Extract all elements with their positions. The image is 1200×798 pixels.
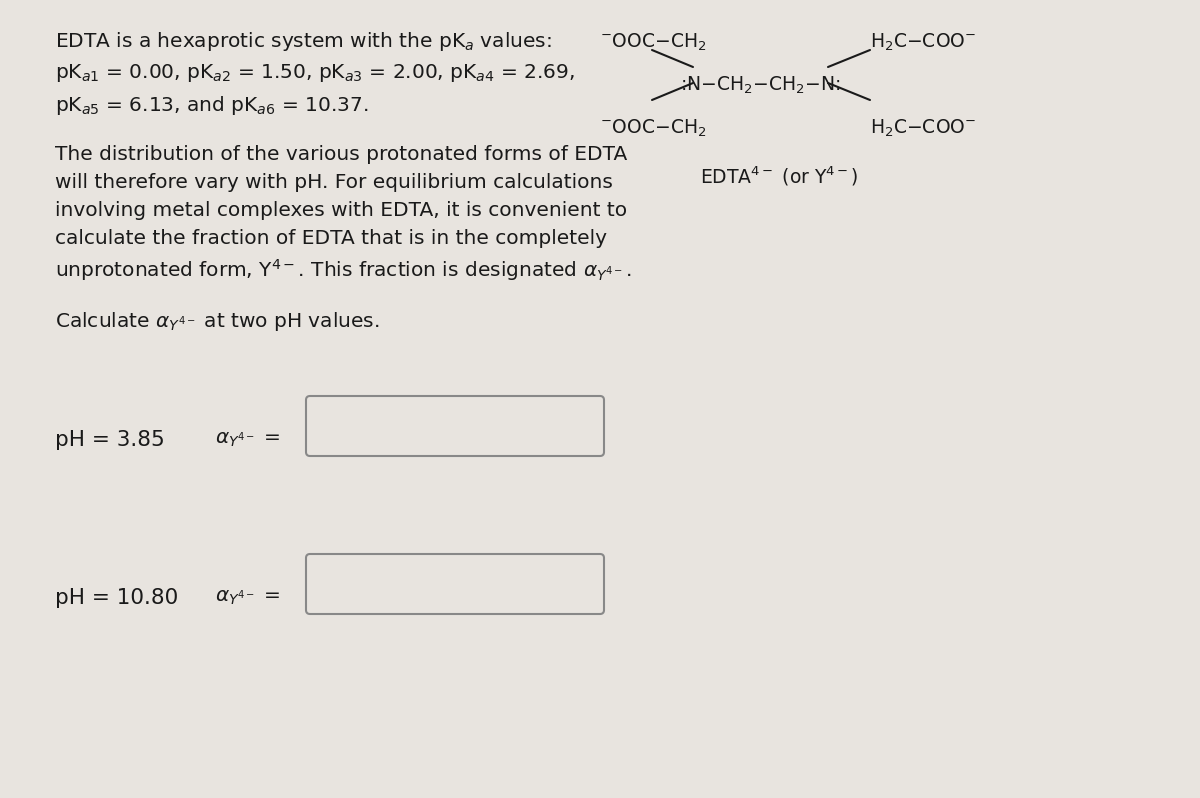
Text: $\alpha_{Y^{4-}}$ =: $\alpha_{Y^{4-}}$ = xyxy=(215,588,281,607)
Text: The distribution of the various protonated forms of EDTA: The distribution of the various protonat… xyxy=(55,145,628,164)
Text: $^{-}$OOC$-$CH$_{2}$: $^{-}$OOC$-$CH$_{2}$ xyxy=(600,118,707,140)
Text: $\alpha_{Y^{4-}}$ =: $\alpha_{Y^{4-}}$ = xyxy=(215,430,281,449)
Text: EDTA is a hexaprotic system with the pK$_{a}$ values:: EDTA is a hexaprotic system with the pK$… xyxy=(55,30,552,53)
Text: unprotonated form, Y$^{4-}$. This fraction is designated $\alpha_{Y^{4-}}$.: unprotonated form, Y$^{4-}$. This fracti… xyxy=(55,257,631,283)
Text: involving metal complexes with EDTA, it is convenient to: involving metal complexes with EDTA, it … xyxy=(55,201,628,220)
FancyBboxPatch shape xyxy=(306,554,604,614)
Text: EDTA$^{4-}$ (or Y$^{4-}$): EDTA$^{4-}$ (or Y$^{4-}$) xyxy=(700,165,858,188)
Text: pH = 3.85: pH = 3.85 xyxy=(55,430,164,450)
Text: Calculate $\alpha_{Y^{4-}}$ at two pH values.: Calculate $\alpha_{Y^{4-}}$ at two pH va… xyxy=(55,310,379,333)
Text: will therefore vary with pH. For equilibrium calculations: will therefore vary with pH. For equilib… xyxy=(55,173,613,192)
Text: calculate the fraction of EDTA that is in the completely: calculate the fraction of EDTA that is i… xyxy=(55,229,607,248)
Text: :N$-$CH$_{2}$$-$CH$_{2}$$-$N:: :N$-$CH$_{2}$$-$CH$_{2}$$-$N: xyxy=(680,75,840,97)
Text: H$_{2}$C$-$COO$^{-}$: H$_{2}$C$-$COO$^{-}$ xyxy=(870,118,977,140)
Text: H$_{2}$C$-$COO$^{-}$: H$_{2}$C$-$COO$^{-}$ xyxy=(870,32,977,53)
Text: pK$_{a1}$ = 0.00, pK$_{a2}$ = 1.50, pK$_{a3}$ = 2.00, pK$_{a4}$ = 2.69,: pK$_{a1}$ = 0.00, pK$_{a2}$ = 1.50, pK$_… xyxy=(55,62,575,84)
Text: $^{-}$OOC$-$CH$_{2}$: $^{-}$OOC$-$CH$_{2}$ xyxy=(600,32,707,53)
Text: pH = 10.80: pH = 10.80 xyxy=(55,588,179,608)
FancyBboxPatch shape xyxy=(306,396,604,456)
Text: pK$_{a5}$ = 6.13, and pK$_{a6}$ = 10.37.: pK$_{a5}$ = 6.13, and pK$_{a6}$ = 10.37. xyxy=(55,94,368,117)
